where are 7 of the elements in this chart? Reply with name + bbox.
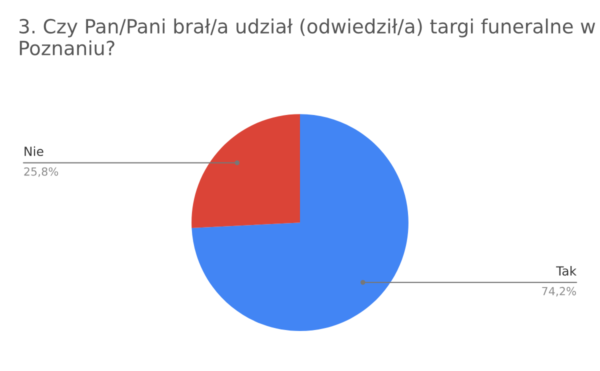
pie-slice <box>192 114 408 332</box>
data-label: 74,2% <box>542 286 576 296</box>
slice-label: Tak <box>556 266 577 276</box>
pie-slice <box>192 114 300 228</box>
data-label: 25,8% <box>24 167 58 177</box>
chart-title: 3. Czy Pan/Pani brał/a udział (odwiedził/a) targi funeralne w Poznaniu? <box>19 18 596 56</box>
slice-label: Nie <box>24 146 44 156</box>
